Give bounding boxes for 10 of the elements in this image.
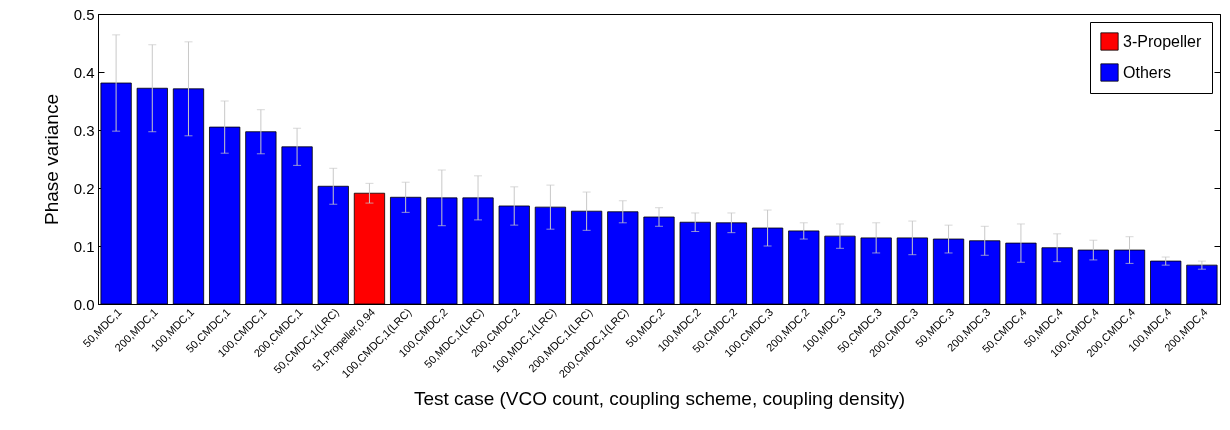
- legend-label: 3-Propeller: [1123, 32, 1202, 50]
- x-axis-title: Test case (VCO count, coupling scheme, coupling density): [413, 387, 906, 409]
- y-tick-label: 0.1: [73, 237, 95, 255]
- y-axis-title: Phase variance: [40, 94, 62, 225]
- y-tick-label: 0.2: [73, 179, 95, 197]
- legend-label: Others: [1123, 63, 1172, 81]
- y-tick-label: 0.5: [73, 5, 95, 23]
- y-tick-label: 0.0: [73, 295, 95, 313]
- y-tick-label: 0.3: [73, 121, 95, 139]
- y-tick-label: 0.4: [73, 63, 95, 81]
